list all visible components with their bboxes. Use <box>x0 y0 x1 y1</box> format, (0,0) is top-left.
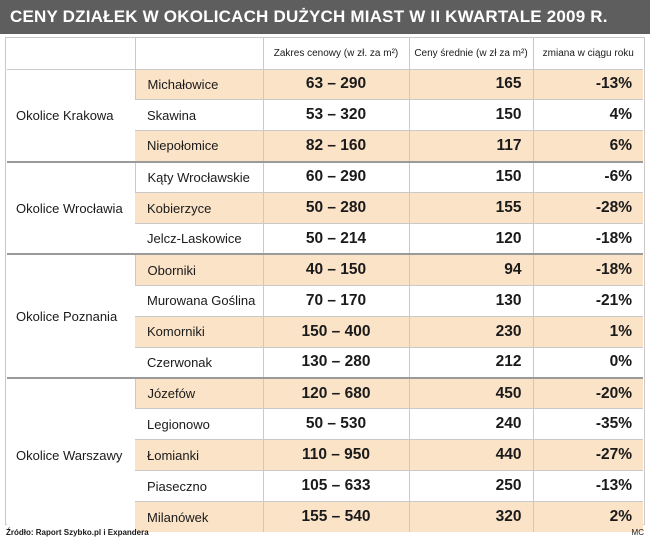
yearly-change-cell: -20% <box>532 376 643 409</box>
place-cell: Skawina <box>135 99 263 131</box>
average-price-cell: 230 <box>408 315 533 348</box>
table-row: Skawina 53 – 320 150 4% <box>7 99 643 131</box>
price-range-cell: 70 – 170 <box>262 284 409 317</box>
table-row: Kobierzyce 50 – 280 155 -28% <box>7 192 643 224</box>
region-label: Okolice Krakowa <box>7 68 135 162</box>
price-range-cell: 50 – 214 <box>262 222 409 255</box>
price-range-cell: 53 – 320 <box>262 99 409 131</box>
average-price-cell: 165 <box>408 68 533 100</box>
average-price-cell: 120 <box>408 222 533 255</box>
region-label: Okolice Poznania <box>7 253 135 378</box>
place-cell: Piaseczno <box>135 470 263 502</box>
region-label: Okolice Wrocławia <box>7 160 135 255</box>
table-row: Legionowo 50 – 530 240 -35% <box>7 408 643 440</box>
place-cell: Legionowo <box>135 408 263 440</box>
price-range-cell: 60 – 290 <box>262 160 409 193</box>
source-note: Źródło: Raport Szybko.pl i Expandera <box>6 528 149 537</box>
yearly-change-cell: 0% <box>532 346 643 378</box>
yearly-change-cell: -27% <box>532 439 643 471</box>
yearly-change-cell: -21% <box>532 284 643 317</box>
average-price-cell: 440 <box>408 439 533 471</box>
price-range-cell: 63 – 290 <box>262 68 409 100</box>
header-range: Zakres cenowy (w zł. za m²) <box>262 38 409 70</box>
price-range-cell: 82 – 160 <box>262 130 409 162</box>
page-title: CENY DZIAŁEK W OKOLICACH DUŻYCH MIAST W … <box>10 7 608 26</box>
price-range-cell: 150 – 400 <box>262 315 409 348</box>
average-price-cell: 150 <box>408 160 533 193</box>
price-table: Zakres cenowy (w zł. za m²) Ceny średnie… <box>7 38 643 533</box>
average-price-cell: 212 <box>408 346 533 378</box>
place-cell: Michałowice <box>134 68 263 100</box>
yearly-change-cell: 2% <box>532 500 643 533</box>
place-cell: Kąty Wrocławskie <box>134 160 263 193</box>
average-price-cell: 117 <box>408 130 533 162</box>
average-price-cell: 240 <box>408 408 533 440</box>
place-cell: Oborniki <box>134 253 263 286</box>
price-table-container: Zakres cenowy (w zł. za m²) Ceny średnie… <box>5 37 645 533</box>
place-cell: Łomianki <box>135 439 263 471</box>
yearly-change-cell: -18% <box>532 222 643 255</box>
average-price-cell: 320 <box>408 500 533 533</box>
price-range-cell: 40 – 150 <box>262 253 409 286</box>
yearly-change-cell: 6% <box>532 130 643 162</box>
title-bar: CENY DZIAŁEK W OKOLICACH DUŻYCH MIAST W … <box>0 0 650 34</box>
place-cell: Niepołomice <box>135 130 263 162</box>
header-place <box>134 38 263 70</box>
average-price-cell: 94 <box>408 253 533 286</box>
average-price-cell: 150 <box>408 99 533 131</box>
table-row: Czerwonak 130 – 280 212 0% <box>7 346 643 378</box>
yearly-change-cell: -35% <box>532 408 643 440</box>
price-range-cell: 50 – 280 <box>262 192 409 224</box>
header-avg: Ceny średnie (w zł za m²) <box>408 38 533 70</box>
place-cell: Czerwonak <box>135 346 263 378</box>
table-row: Łomianki 110 – 950 440 -27% <box>7 439 643 471</box>
place-cell: Murowana Goślina <box>135 284 263 317</box>
yearly-change-cell: 4% <box>532 99 643 131</box>
table-body: Okolice Krakowa Michałowice 63 – 290 165 -13… <box>7 68 643 533</box>
place-cell: Milanówek <box>135 500 263 533</box>
average-price-cell: 450 <box>408 376 533 409</box>
table-header-row: Zakres cenowy (w zł. za m²) Ceny średnie… <box>7 38 643 70</box>
table-row: Murowana Goślina 70 – 170 130 -21% <box>7 284 643 317</box>
credit-note: MC <box>631 528 644 537</box>
price-range-cell: 155 – 540 <box>262 500 409 533</box>
price-range-cell: 105 – 633 <box>262 470 409 502</box>
yearly-change-cell: -28% <box>532 192 643 224</box>
table-row: Komorniki 150 – 400 230 1% <box>7 315 643 348</box>
table-row: Jelcz-Laskowice 50 – 214 120 -18% <box>7 222 643 255</box>
table-row: Okolice Warszawy Józefów 120 – 680 450 -20% <box>7 376 643 533</box>
region-label: Okolice Warszawy <box>7 376 135 533</box>
price-range-cell: 130 – 280 <box>262 346 409 378</box>
yearly-change-cell: -13% <box>532 68 643 100</box>
average-price-cell: 250 <box>408 470 533 502</box>
table-row: Okolice Poznania Oborniki 40 – 150 94 -18% <box>7 253 643 378</box>
average-price-cell: 130 <box>408 284 533 317</box>
place-cell: Komorniki <box>135 315 263 348</box>
header-region <box>7 38 135 70</box>
place-cell: Józefów <box>134 376 263 409</box>
yearly-change-cell: 1% <box>532 315 643 348</box>
price-range-cell: 110 – 950 <box>262 439 409 471</box>
table-row: Okolice Krakowa Michałowice 63 – 290 165 -13… <box>7 68 643 162</box>
yearly-change-cell: -13% <box>532 470 643 502</box>
header-change: zmiana w ciągu roku <box>532 38 643 70</box>
price-range-cell: 50 – 530 <box>262 408 409 440</box>
price-range-cell: 120 – 680 <box>262 376 409 409</box>
average-price-cell: 155 <box>408 192 533 224</box>
table-row: Milanówek 155 – 540 320 2% <box>7 500 643 533</box>
table-row: Niepołomice 82 – 160 117 6% <box>7 130 643 162</box>
yearly-change-cell: -6% <box>532 160 643 193</box>
place-cell: Kobierzyce <box>135 192 263 224</box>
yearly-change-cell: -18% <box>532 253 643 286</box>
table-row: Piaseczno 105 – 633 250 -13% <box>7 470 643 502</box>
place-cell: Jelcz-Laskowice <box>135 222 263 255</box>
table-row: Okolice Wrocławia Kąty Wrocławskie 60 – 29… <box>7 160 643 255</box>
